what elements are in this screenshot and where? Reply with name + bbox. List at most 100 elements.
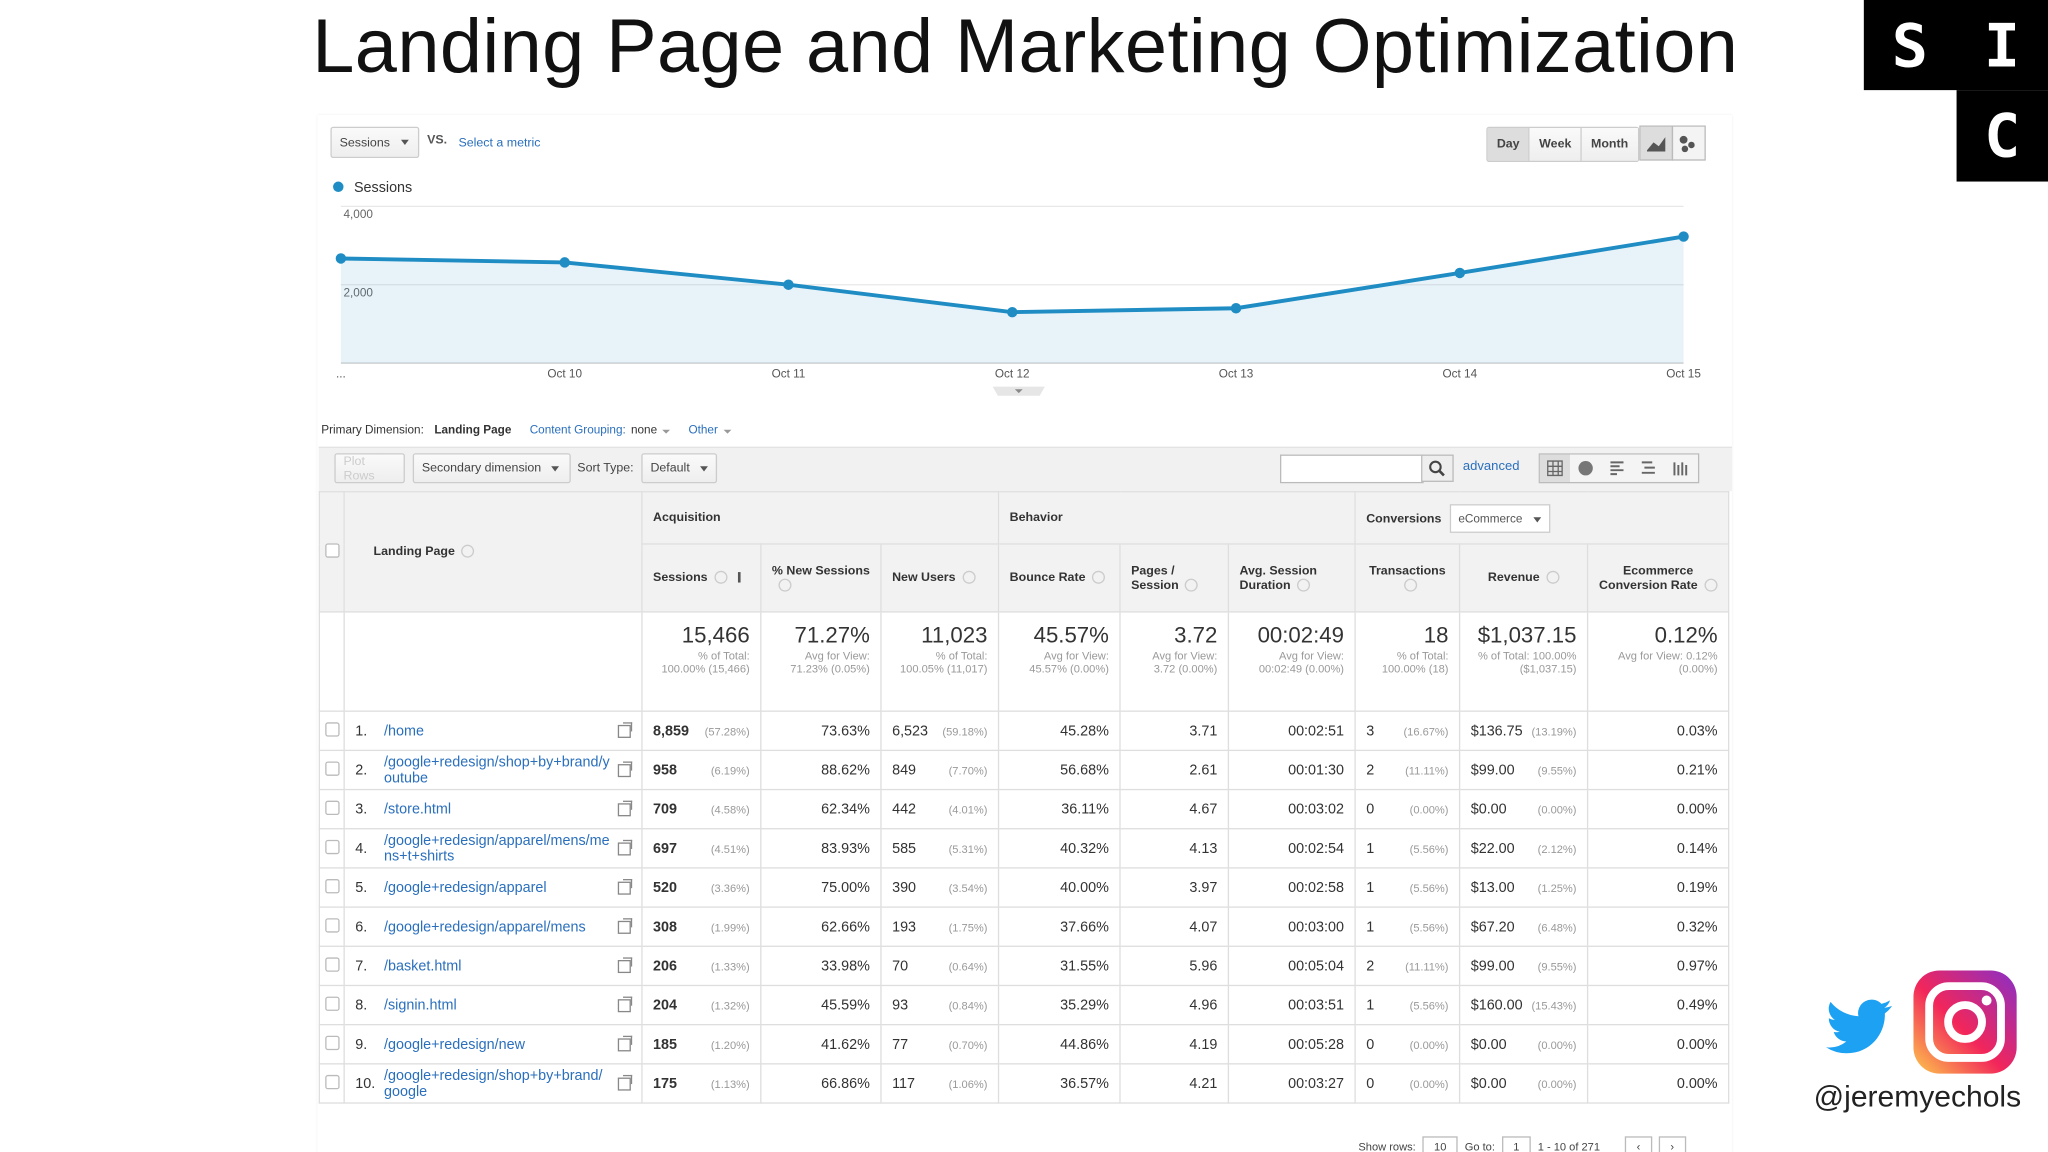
metric-share: (13.19%) [1531, 724, 1577, 738]
checkbox[interactable] [325, 760, 340, 776]
page-link[interactable]: /google+redesign/shop+by+brand/google [383, 1067, 603, 1100]
column-header: Bounce Rate [997, 543, 1121, 613]
plot-rows-button[interactable]: Plot Rows [334, 453, 405, 484]
metric-cell: 56.68% [997, 749, 1121, 791]
metric-cell: 70 (0.64%) [880, 945, 1000, 987]
open-icon[interactable] [617, 760, 633, 777]
checkbox[interactable] [325, 839, 340, 854]
metric-cell: 206 (1.33%) [641, 945, 762, 987]
metric-value: 45.59% [821, 997, 870, 1013]
secondary-dimension-dropdown[interactable]: Secondary dimension [412, 453, 571, 484]
metric-share: (11.11%) [1405, 763, 1449, 777]
period-button[interactable]: Week [1528, 127, 1581, 161]
checkbox[interactable] [325, 721, 340, 736]
metric-cell: 849 (7.70%) [880, 749, 1000, 791]
page-link[interactable]: /google+redesign/new [383, 1036, 525, 1053]
checkbox[interactable] [325, 878, 340, 893]
open-icon[interactable] [617, 1035, 633, 1051]
open-icon[interactable] [617, 721, 633, 738]
page-link[interactable]: /google+redesign/shop+by+brand/youtube [383, 754, 610, 786]
page-link[interactable]: /google+redesign/apparel [383, 879, 547, 896]
rows-select[interactable]: 10 [1422, 1136, 1459, 1152]
page-link[interactable]: /store.html [383, 801, 452, 817]
icon [1681, 145, 1689, 153]
x-tick-label: ... [336, 367, 346, 380]
search-input[interactable] [1279, 454, 1424, 484]
checkbox[interactable] [325, 956, 340, 972]
open-icon[interactable] [617, 878, 633, 895]
social-handle: @jeremyechols [1813, 1078, 2022, 1113]
metric-value: 0.19% [1676, 879, 1718, 896]
chart-type-buttons[interactable] [1639, 125, 1707, 162]
metric-cell: 1 (5.56%) [1354, 984, 1461, 1026]
metric-dropdown[interactable]: Sessions [330, 126, 420, 159]
metric-cell: 00:05:04 [1227, 945, 1356, 987]
metric-value: 0.49% [1676, 997, 1718, 1013]
checkbox[interactable] [325, 799, 340, 815]
column-label: Transactions [1369, 563, 1446, 578]
grouping-dropdown[interactable]: none [630, 423, 671, 437]
open-icon[interactable] [617, 956, 633, 973]
prev-button[interactable]: ‹ [1624, 1136, 1653, 1152]
search-button[interactable] [1421, 454, 1455, 484]
conversion-dropdown[interactable]: eCommerce [1449, 503, 1550, 533]
metric-cell: 00:03:00 [1227, 906, 1356, 947]
checkbox[interactable] [325, 542, 340, 558]
metric-value: 0.00% [1676, 1036, 1718, 1053]
metric-cell: 33.98% [760, 945, 882, 987]
open-icon[interactable] [617, 799, 633, 816]
metric-value: 520 [653, 879, 678, 896]
grouping: none [630, 423, 658, 437]
icon [1429, 460, 1442, 474]
twitter-icon[interactable] [1825, 999, 1893, 1054]
x-tick-label: Oct 13 [1219, 367, 1254, 380]
button[interactable] [1421, 454, 1454, 482]
period-button[interactable]: Day [1487, 127, 1529, 161]
metric-cell: 0.21% [1586, 749, 1730, 791]
row-rank: 3. [355, 801, 368, 817]
checkbox[interactable] [325, 1035, 340, 1050]
primary-dimension[interactable]: Landing Page [434, 423, 512, 437]
page-link[interactable]: /google+redesign/apparel/mens [383, 918, 586, 935]
compare-metric[interactable]: Select a metric [458, 135, 541, 151]
metric-share: (1.25%) [1537, 880, 1577, 895]
landing-page: 8. /signin.html [355, 995, 633, 1013]
next-button[interactable]: › [1658, 1136, 1686, 1152]
row-rank: 4. [355, 840, 368, 857]
line-chart: 2,000 4,000... Oct 10 Oct 11 Oct 12 Oct 13 Oct… [333, 180, 1701, 396]
metric-cell: 00:03:51 [1227, 984, 1356, 1026]
other-dropdown[interactable]: Other [688, 423, 731, 436]
advanced-link[interactable]: advanced [1462, 459, 1520, 475]
period-button[interactable]: Month [1580, 127, 1638, 161]
open-icon[interactable] [617, 839, 633, 855]
view-buttons[interactable] [1538, 453, 1701, 484]
metric-cell: 66.86% [760, 1063, 882, 1104]
metric: 849 (7.70%) [892, 762, 987, 778]
metric-value: 0.00% [1676, 801, 1718, 817]
page-link[interactable]: /google+redesign/apparel/mens/mens+t+shi… [383, 832, 610, 864]
metric-share: (1.75%) [948, 920, 988, 934]
open-icon[interactable] [617, 917, 633, 934]
metric-value: 00:03:27 [1288, 1075, 1345, 1092]
sort-dropdown[interactable]: Default [641, 453, 718, 484]
metric-cell: 45.59% [760, 984, 882, 1026]
button[interactable] [1539, 454, 1570, 482]
page-link[interactable]: /home [383, 722, 424, 739]
total-note: Avg for View: 45.57% (0.00%) [1029, 649, 1109, 676]
label[interactable]: Content Grouping: [529, 423, 626, 437]
column-header: New Users [880, 543, 1000, 613]
checkbox[interactable] [325, 1074, 340, 1089]
checkbox[interactable] [325, 917, 340, 932]
instagram-icon[interactable] [1913, 970, 2017, 1074]
page-link[interactable]: /basket.html [383, 958, 462, 974]
open-icon[interactable] [617, 1074, 633, 1090]
open-icon[interactable] [617, 995, 633, 1012]
point [1678, 231, 1689, 242]
goto-input[interactable]: 1 [1501, 1136, 1532, 1152]
period-switch[interactable]: Day Week Month [1486, 126, 1639, 162]
checkbox[interactable] [325, 995, 340, 1011]
metric-value: 4.19 [1189, 1036, 1218, 1053]
table-row: 9. /google+redesign/new 185 (1.20%) 41.62% 77… [318, 1023, 1730, 1065]
button[interactable] [1639, 125, 1674, 161]
page-link[interactable]: /signin.html [383, 997, 457, 1013]
